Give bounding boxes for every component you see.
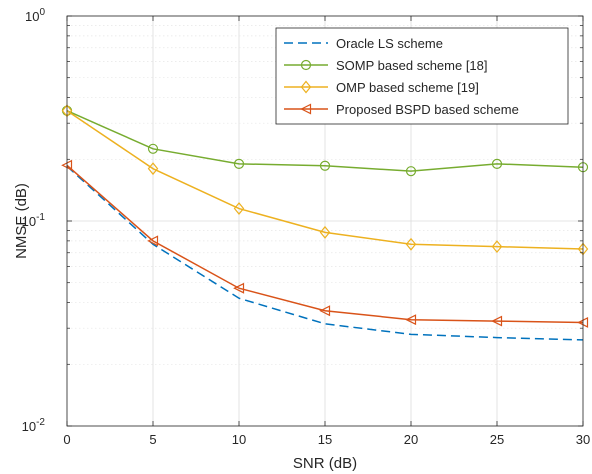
series-4 [61,159,589,328]
triangle-left-marker [300,103,312,115]
y-axis-label: NMSE (dB) [13,183,30,259]
legend-item: Proposed BSPD based scheme [284,102,519,117]
legend-item: SOMP based scheme [18] [284,58,488,73]
series-line [66,164,584,324]
circle-marker [300,59,312,71]
x-tick-label: 15 [318,432,332,447]
legend-label: SOMP based scheme [18] [336,58,488,73]
axis-ticks: 0 5 10 15 20 25 30 10-2 10-1 100 [22,7,591,447]
x-tick-label: 20 [404,432,418,447]
legend-item: Oracle LS scheme [284,36,443,51]
x-tick-label: 0 [63,432,70,447]
diamond-marker [147,162,159,176]
legend-item: OMP based scheme [19] [284,80,479,95]
diamond-marker [491,240,503,254]
legend: Oracle LS scheme SOMP based scheme [18] OM… [275,27,569,125]
triangle-left-marker [147,235,159,247]
circle-marker [233,158,245,169]
y-tick-label: 100 [25,7,45,24]
x-tick-label: 5 [149,432,156,447]
legend-label: OMP based scheme [19] [336,80,479,95]
x-tick-label: 25 [490,432,504,447]
y-tick-label: 10-2 [22,417,46,434]
diamond-marker [319,225,331,239]
legend-box [275,27,569,125]
triangle-left-marker [491,315,503,327]
circle-marker [147,143,159,154]
x-tick-label: 30 [576,432,590,447]
x-axis-label: SNR (dB) [293,455,357,472]
triangle-left-marker [233,282,245,294]
diamond-marker [405,237,417,251]
circle-marker [491,158,503,169]
triangle-left-marker [319,305,331,317]
y-tick-label: 10-1 [22,212,46,229]
series-line [66,110,584,250]
legend-label: Proposed BSPD based scheme [336,102,519,117]
triangle-left-marker [405,314,417,326]
circle-marker [319,160,331,171]
series-line [66,110,584,172]
series-line [66,165,584,341]
legend-label: Oracle LS scheme [336,36,443,51]
x-tick-label: 10 [232,432,246,447]
series-3 [61,104,589,256]
series-layer [61,104,589,341]
series-1 [66,165,584,341]
diamond-marker [300,80,312,94]
diamond-marker [233,202,245,216]
circle-marker [405,166,417,177]
